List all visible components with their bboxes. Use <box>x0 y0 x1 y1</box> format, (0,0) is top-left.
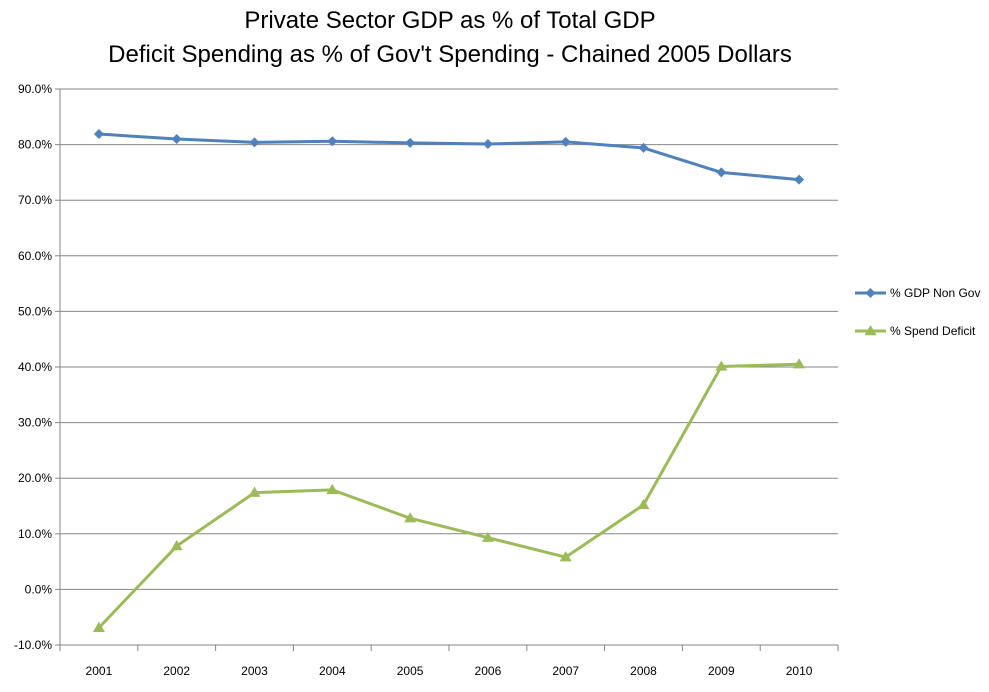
y-tick-label: 90.0% <box>18 82 52 96</box>
series-point <box>560 136 571 147</box>
y-tick-label: 10.0% <box>18 527 52 541</box>
x-tick-label: 2008 <box>630 664 657 678</box>
series-line <box>97 132 801 182</box>
y-tick-label: 50.0% <box>18 304 52 318</box>
series-point <box>482 139 493 150</box>
legend-label: % GDP Non Gov <box>890 286 980 300</box>
series-point <box>405 137 416 148</box>
y-tick-label: -10.0% <box>14 638 52 652</box>
series-1 <box>93 129 805 185</box>
series-line <box>97 362 801 630</box>
series-point <box>170 540 183 551</box>
series-point <box>715 360 728 371</box>
series-point <box>559 551 572 562</box>
y-tick-label: 30.0% <box>18 416 52 430</box>
y-tick-label: 40.0% <box>18 360 52 374</box>
y-tick-label: 70.0% <box>18 193 52 207</box>
series-point <box>327 136 338 147</box>
series-group <box>92 129 806 632</box>
chart-title: Private Sector GDP as % of Total GDP <box>244 7 656 34</box>
series-point <box>637 498 650 510</box>
y-tick-labels: 90.0% 80.0% 70.0% 60.0% 50.0% 40.0% 30.0% 20.0%… <box>14 82 52 652</box>
gridlines <box>60 88 838 590</box>
y-tick-label: 80.0% <box>18 138 52 152</box>
x-tick-label: 2003 <box>241 664 268 678</box>
x-tick-label: 2009 <box>708 664 735 678</box>
axes <box>55 88 839 651</box>
x-tick-label: 2002 <box>163 664 190 678</box>
series-2 <box>92 358 806 632</box>
x-tick-label: 2007 <box>552 664 579 678</box>
x-tick-labels: 2001 2002 2003 2004 2005 2006 2007 2008 2009 2010 <box>86 664 813 678</box>
series-point <box>716 167 727 178</box>
x-tick-label: 2005 <box>397 664 424 678</box>
y-tick-label: 20.0% <box>18 471 52 485</box>
series-point <box>865 288 876 298</box>
legend: % GDP Non Gov % Spend Deficit <box>855 286 980 338</box>
series-point <box>404 512 417 523</box>
y-tick-label: 0.0% <box>25 582 53 596</box>
legend-label: % Spend Deficit <box>890 324 976 338</box>
chart-subtitle: Deficit Spending as % of Gov't Spending … <box>108 41 792 68</box>
x-tick-label: 2010 <box>786 664 813 678</box>
series-point <box>794 174 805 185</box>
series-point <box>481 531 494 542</box>
series-point <box>171 134 182 145</box>
x-tick-label: 2006 <box>475 664 502 678</box>
series-point <box>248 486 261 497</box>
x-tick-label: 2004 <box>319 664 346 678</box>
x-tick-label: 2001 <box>86 664 113 678</box>
y-tick-label: 60.0% <box>18 249 52 263</box>
series-point <box>864 325 877 336</box>
chart-title-block: Private Sector GDP as % of Total GDP Def… <box>0 4 900 72</box>
series-point <box>638 142 649 153</box>
series-point <box>92 621 105 632</box>
legend-entry: % GDP Non Gov <box>855 286 980 300</box>
series-point <box>326 483 339 495</box>
series-point <box>249 137 260 148</box>
series-point <box>93 129 104 140</box>
legend-entry: % Spend Deficit <box>855 324 976 338</box>
series-point <box>793 358 806 369</box>
